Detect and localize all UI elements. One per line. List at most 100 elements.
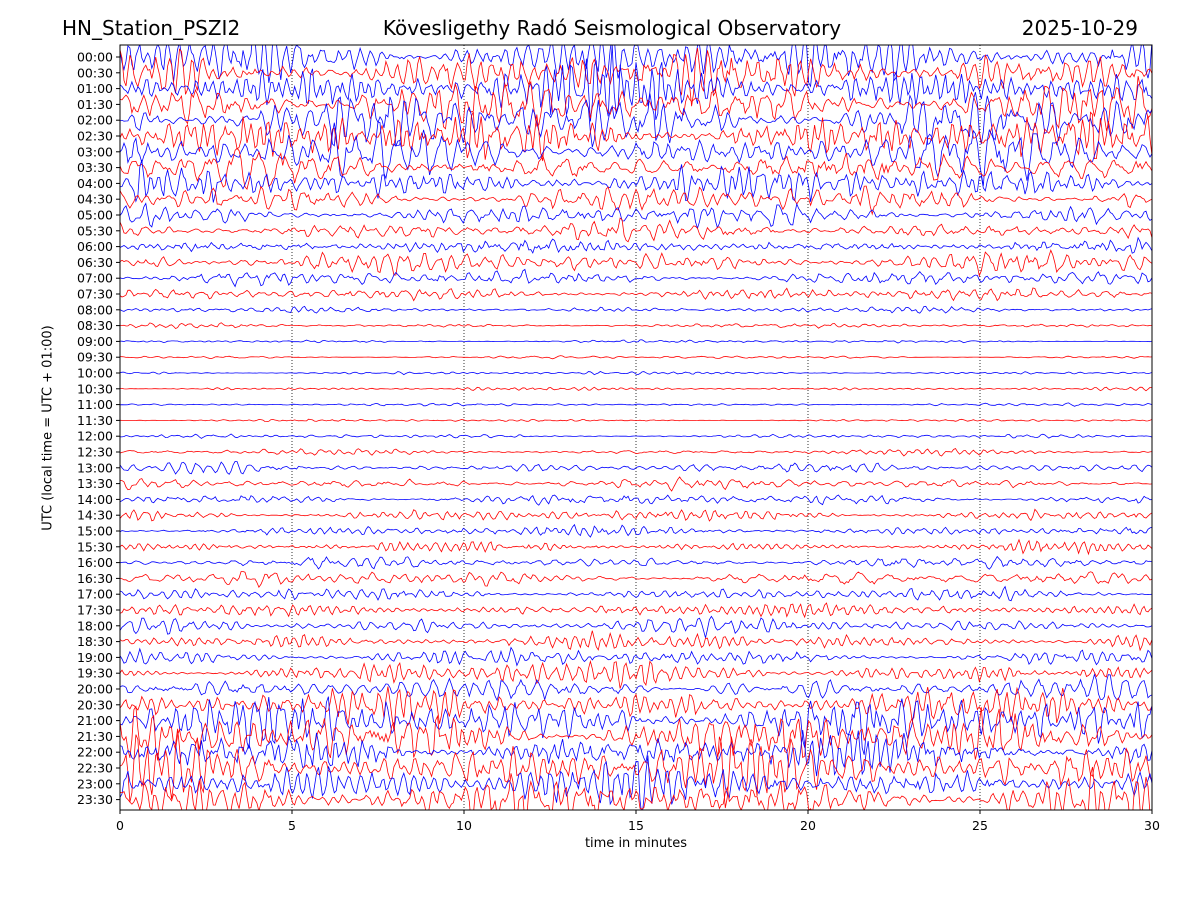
y-tick-label: 08:30 xyxy=(77,318,113,333)
seismic-trace-1730 xyxy=(120,602,1152,619)
seismic-trace-2000 xyxy=(120,673,1152,702)
y-tick-label: 04:00 xyxy=(77,176,113,191)
y-tick-label: 09:30 xyxy=(77,350,113,365)
seismic-trace-0800 xyxy=(120,305,1152,314)
seismic-trace-1200 xyxy=(120,433,1152,439)
y-tick-label: 23:00 xyxy=(77,776,113,791)
x-tick-label: 15 xyxy=(628,818,644,833)
x-tick-label: 10 xyxy=(456,818,472,833)
seismic-trace-0430 xyxy=(120,185,1152,216)
y-tick-label: 22:30 xyxy=(77,761,113,776)
y-tick-label: 10:00 xyxy=(77,366,113,381)
y-tick-label: 08:00 xyxy=(77,302,113,317)
y-tick-label: 01:00 xyxy=(77,81,113,96)
seismic-trace-2200 xyxy=(120,730,1152,777)
seismic-trace-0930 xyxy=(120,355,1152,360)
y-tick-label: 09:00 xyxy=(77,334,113,349)
seismic-trace-2130 xyxy=(120,705,1152,761)
y-tick-label: 04:30 xyxy=(77,192,113,207)
y-tick-label: 15:30 xyxy=(77,539,113,554)
y-tick-label: 07:30 xyxy=(77,287,113,302)
seismic-trace-0330 xyxy=(120,147,1152,190)
chart-date: 2025-10-29 xyxy=(1021,16,1138,40)
seismic-trace-1400 xyxy=(120,494,1152,506)
seismic-trace-1030 xyxy=(120,386,1152,392)
seismic-trace-1830 xyxy=(120,630,1152,652)
seismic-trace-1530 xyxy=(120,538,1152,556)
y-tick-label: 12:30 xyxy=(77,445,113,460)
seismic-trace-1130 xyxy=(120,418,1152,423)
x-axis-label: time in minutes xyxy=(584,836,688,851)
seismic-trace-2030 xyxy=(120,686,1152,731)
y-tick-label: 19:30 xyxy=(77,666,113,681)
seismic-trace-0100 xyxy=(120,45,1152,122)
x-tick-label: 5 xyxy=(288,818,296,833)
chart-title: Kövesligethy Radó Seismological Observat… xyxy=(382,16,842,40)
y-tick-label: 06:00 xyxy=(77,239,113,254)
y-tick-label: 15:00 xyxy=(77,524,113,539)
y-tick-label: 16:30 xyxy=(77,571,113,586)
y-tick-label: 12:00 xyxy=(77,429,113,444)
seismic-trace-1700 xyxy=(120,585,1152,602)
y-tick-label: 16:00 xyxy=(77,555,113,570)
y-tick-label: 02:00 xyxy=(77,113,113,128)
y-tick-label: 21:30 xyxy=(77,729,113,744)
y-tick-label: 00:00 xyxy=(77,50,113,65)
x-tick-label: 20 xyxy=(800,818,816,833)
station-name: HN_Station_PSZI2 xyxy=(62,16,241,40)
seismic-trace-1930 xyxy=(120,659,1152,689)
seismic-trace-0600 xyxy=(120,236,1152,254)
seismic-trace-1600 xyxy=(120,555,1152,570)
x-tick-label: 0 xyxy=(116,818,124,833)
seismic-trace-0500 xyxy=(120,202,1152,230)
seismic-trace-0630 xyxy=(120,249,1152,278)
seismic-trace-1230 xyxy=(120,447,1152,457)
y-tick-label: 23:30 xyxy=(77,792,113,807)
y-tick-label: 11:30 xyxy=(77,413,113,428)
y-tick-label: 01:30 xyxy=(77,97,113,112)
y-tick-label: 13:30 xyxy=(77,476,113,491)
y-tick-label: 22:00 xyxy=(77,745,113,760)
seismic-trace-1500 xyxy=(120,523,1152,538)
seismic-trace-1430 xyxy=(120,508,1152,522)
seismic-trace-0130 xyxy=(120,76,1152,132)
seismic-trace-2100 xyxy=(120,696,1152,755)
y-tick-label: 11:00 xyxy=(77,397,113,412)
seismic-trace-0530 xyxy=(120,217,1152,243)
y-tick-label: 14:00 xyxy=(77,492,113,507)
y-tick-label: 17:00 xyxy=(77,587,113,602)
y-tick-label: 18:30 xyxy=(77,634,113,649)
trace-layer xyxy=(120,45,1152,810)
seismic-trace-1900 xyxy=(120,646,1152,667)
x-tick-label: 25 xyxy=(972,818,988,833)
seismic-trace-2300 xyxy=(120,755,1152,810)
y-tick-label: 20:30 xyxy=(77,697,113,712)
y-tick-label: 19:00 xyxy=(77,650,113,665)
seismic-trace-0730 xyxy=(120,287,1152,302)
seismic-trace-0000 xyxy=(120,45,1152,88)
y-tick-label: 17:30 xyxy=(77,603,113,618)
x-axis: 0 5 10 15 20 25 30 xyxy=(116,810,1160,833)
y-tick-label: 00:30 xyxy=(77,65,113,80)
seismic-trace-2230 xyxy=(120,728,1152,809)
y-axis: 00:0000:3001:0001:3002:0002:3003:0003:30… xyxy=(77,50,120,807)
y-tick-label: 21:00 xyxy=(77,713,113,728)
x-tick-label: 30 xyxy=(1144,818,1160,833)
seismic-trace-1000 xyxy=(120,371,1152,376)
y-tick-label: 13:00 xyxy=(77,460,113,475)
y-tick-label: 05:00 xyxy=(77,208,113,223)
y-tick-label: 05:30 xyxy=(77,223,113,238)
seismic-trace-0400 xyxy=(120,159,1152,203)
seismic-trace-0300 xyxy=(120,121,1152,186)
y-tick-label: 14:30 xyxy=(77,508,113,523)
y-tick-label: 06:30 xyxy=(77,255,113,270)
seismic-trace-1630 xyxy=(120,571,1152,589)
y-tick-label: 02:30 xyxy=(77,129,113,144)
seismic-trace-1100 xyxy=(120,402,1152,407)
seismic-trace-2330 xyxy=(120,766,1151,810)
seismic-trace-0030 xyxy=(120,48,1152,107)
y-tick-label: 10:30 xyxy=(77,381,113,396)
seismic-trace-1800 xyxy=(120,615,1152,638)
y-tick-label: 20:00 xyxy=(77,682,113,697)
